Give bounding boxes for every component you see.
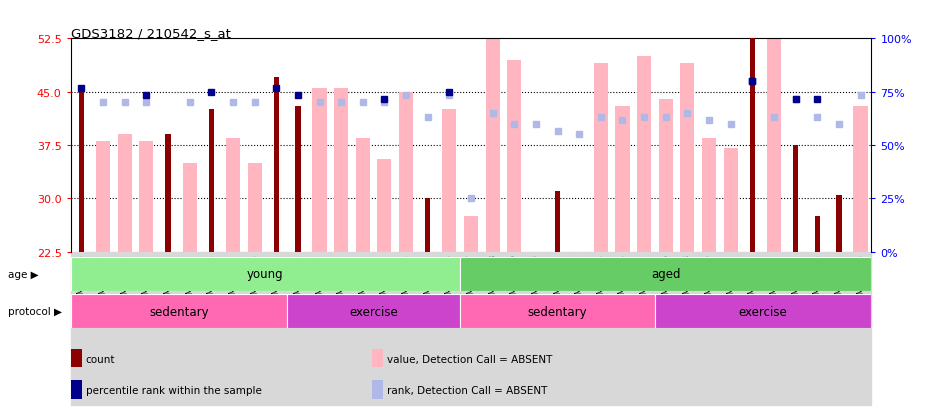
Bar — [555, 192, 560, 252]
Bar — [723, 149, 738, 252]
Bar — [352, 252, 374, 405]
Bar — [96, 142, 110, 252]
Bar — [464, 216, 478, 252]
Bar — [92, 252, 114, 405]
Bar — [208, 110, 214, 252]
Bar — [615, 107, 629, 252]
Bar — [334, 89, 349, 252]
Bar — [481, 252, 503, 405]
Bar — [226, 138, 240, 252]
Bar — [637, 57, 651, 252]
Bar — [222, 252, 244, 405]
Bar — [655, 294, 871, 328]
Bar — [244, 252, 266, 405]
Bar — [590, 252, 611, 405]
Bar — [79, 89, 84, 252]
Text: young: young — [247, 268, 284, 281]
Text: sedentary: sedentary — [528, 305, 588, 318]
Bar — [183, 163, 197, 252]
Bar — [201, 252, 222, 405]
Bar — [295, 107, 300, 252]
Bar — [525, 252, 546, 405]
Bar — [720, 252, 741, 405]
Bar — [378, 160, 392, 252]
Bar — [71, 257, 461, 291]
Bar — [850, 252, 871, 405]
Bar — [486, 21, 499, 252]
Bar — [702, 138, 716, 252]
Bar — [248, 163, 262, 252]
Bar — [399, 93, 414, 252]
Bar — [179, 252, 201, 405]
Text: exercise: exercise — [739, 305, 788, 318]
Bar — [503, 252, 525, 405]
Bar — [741, 252, 763, 405]
Bar — [461, 252, 481, 405]
Text: percentile rank within the sample: percentile rank within the sample — [86, 385, 262, 395]
Bar — [658, 100, 673, 252]
Bar — [266, 252, 287, 405]
Text: GDS3182 / 210542_s_at: GDS3182 / 210542_s_at — [71, 27, 231, 40]
Text: count: count — [86, 354, 115, 364]
Text: rank, Detection Call = ABSENT: rank, Detection Call = ABSENT — [387, 385, 547, 395]
Bar — [750, 36, 755, 252]
Bar — [568, 252, 590, 405]
Bar — [461, 257, 871, 291]
Text: protocol ▶: protocol ▶ — [8, 306, 61, 316]
Bar — [785, 252, 806, 405]
Bar — [806, 252, 828, 405]
Text: aged: aged — [651, 268, 680, 281]
Bar — [507, 61, 521, 252]
Bar — [118, 135, 132, 252]
Bar — [313, 89, 327, 252]
Bar — [828, 252, 850, 405]
Bar — [793, 146, 798, 252]
Bar — [71, 294, 287, 328]
Bar — [461, 294, 655, 328]
Bar — [166, 135, 171, 252]
Bar — [309, 252, 331, 405]
Text: exercise: exercise — [349, 305, 398, 318]
Bar — [611, 252, 633, 405]
Bar — [815, 216, 820, 252]
Bar — [356, 138, 370, 252]
Bar — [331, 252, 352, 405]
Bar — [139, 142, 154, 252]
Bar — [676, 252, 698, 405]
Text: sedentary: sedentary — [149, 305, 209, 318]
Bar — [680, 64, 694, 252]
Bar — [157, 252, 179, 405]
Bar — [287, 252, 309, 405]
Bar — [396, 252, 417, 405]
Text: value, Detection Call = ABSENT: value, Detection Call = ABSENT — [387, 354, 553, 364]
Bar — [425, 199, 430, 252]
Bar — [136, 252, 157, 405]
Bar — [417, 252, 439, 405]
Bar — [439, 252, 461, 405]
Bar — [374, 252, 396, 405]
Bar — [71, 252, 92, 405]
Bar — [655, 252, 676, 405]
Bar — [836, 195, 841, 252]
Bar — [443, 110, 456, 252]
Bar — [287, 294, 461, 328]
Bar — [593, 64, 608, 252]
Bar — [546, 252, 568, 405]
Bar — [633, 252, 655, 405]
Bar — [767, 7, 781, 252]
Bar — [763, 252, 785, 405]
Bar — [698, 252, 720, 405]
Bar — [273, 78, 279, 252]
Text: age ▶: age ▶ — [8, 269, 39, 279]
Bar — [114, 252, 136, 405]
Bar — [853, 107, 868, 252]
